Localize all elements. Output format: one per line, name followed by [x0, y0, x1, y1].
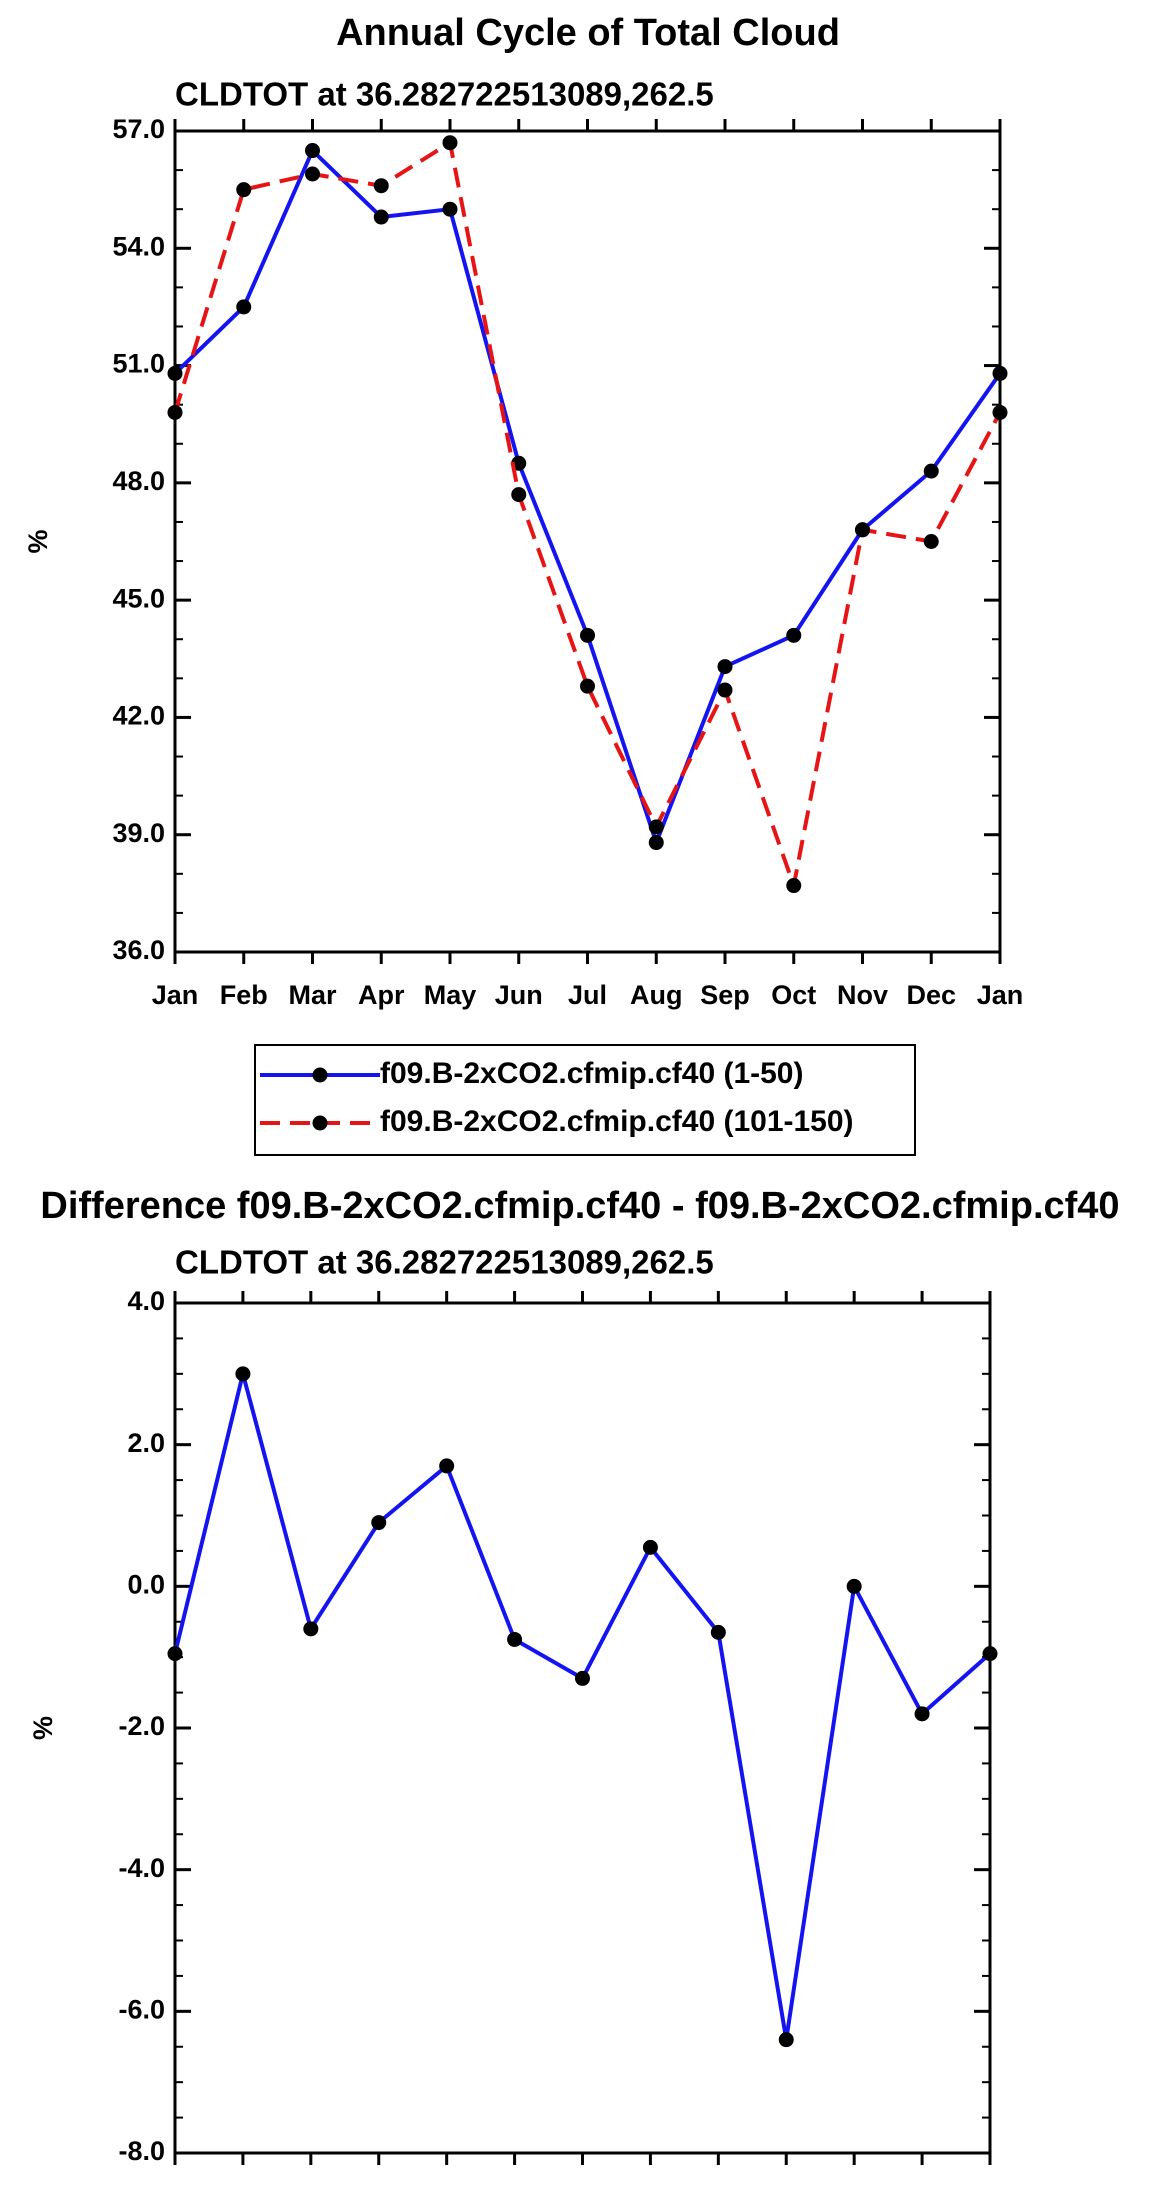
x-tick-label: Jan — [967, 2181, 1014, 2185]
series-line-1 — [173, 1371, 992, 2042]
chart-subtitle: CLDTOT at 36.282722513089,262.5 — [175, 1244, 714, 1281]
x-tick-label: Dec — [906, 980, 956, 1010]
x-tick-label: Mar — [287, 2181, 336, 2185]
chart-panel-2: Difference f09.B-2xCO2.cfmip.cf40 - f09.… — [28, 1185, 1119, 2185]
data-point — [648, 835, 664, 851]
x-tick-label: Sep — [694, 2181, 744, 2185]
data-point — [778, 2032, 794, 2048]
data-point — [992, 365, 1008, 381]
legend-label-1: f09.B-2xCO2.cfmip.cf40 (1-50) — [380, 1057, 804, 1090]
x-tick-label: Jul — [563, 2181, 602, 2185]
plot-frame — [173, 1301, 992, 2155]
data-point — [305, 166, 320, 182]
y-tick-label: 4.0 — [127, 1286, 165, 1316]
x-tick-label: May — [424, 980, 477, 1010]
x-tick-label: Jan — [977, 980, 1024, 1010]
legend: f09.B-2xCO2.cfmip.cf40 (1-50) f09.B-2xCO2… — [254, 1044, 916, 1156]
x-tick-label: Oct — [764, 2181, 809, 2185]
y-tick-label: 51.0 — [112, 349, 165, 379]
x-tick-label: Jun — [491, 2181, 539, 2185]
y-tick-label: -2.0 — [118, 1711, 165, 1741]
data-point — [992, 404, 1008, 420]
data-point — [507, 1631, 523, 1647]
chart-title: Annual Cycle of Total Cloud — [336, 12, 840, 54]
x-tick-label: Jan — [152, 980, 199, 1010]
legend-label-2: f09.B-2xCO2.cfmip.cf40 (101-150) — [380, 1105, 854, 1138]
data-point — [236, 299, 252, 315]
data-point — [371, 1515, 387, 1531]
y-tick-label: -8.0 — [118, 2136, 165, 2166]
data-point — [580, 678, 595, 694]
data-point — [717, 682, 733, 698]
y-tick-label: 2.0 — [127, 1428, 165, 1458]
y-tick-label: 54.0 — [112, 231, 165, 261]
data-point — [167, 1646, 183, 1662]
data-point — [305, 143, 320, 159]
data-point — [575, 1670, 590, 1686]
series-line-2 — [173, 140, 1002, 888]
y-tick-label: 57.0 — [112, 114, 165, 144]
x-tick-label: Feb — [220, 980, 268, 1010]
data-point — [580, 627, 595, 643]
chart-subtitle: CLDTOT at 36.282722513089,262.5 — [175, 76, 714, 113]
data-point — [786, 627, 802, 643]
x-tick-label: Feb — [219, 2181, 267, 2185]
data-point — [786, 878, 802, 894]
data-point — [642, 1539, 658, 1555]
data-point — [846, 1578, 862, 1594]
data-point — [717, 659, 733, 675]
data-point — [236, 182, 252, 198]
data-point — [439, 1458, 455, 1474]
x-tick-label: May — [420, 2181, 473, 2185]
data-point — [923, 534, 939, 549]
x-tick-label: Aug — [630, 980, 682, 1010]
data-point — [373, 178, 389, 194]
data-point — [167, 404, 183, 420]
x-tick-label: Apr — [358, 980, 405, 1010]
x-tick-label: Mar — [288, 980, 337, 1010]
plot-frame — [173, 129, 1002, 954]
x-tick-label: Jun — [495, 980, 543, 1010]
data-point — [442, 201, 458, 217]
y-tick-label: 36.0 — [112, 935, 165, 965]
legend-marker — [312, 1067, 328, 1083]
data-point — [982, 1646, 998, 1662]
data-point — [855, 522, 870, 538]
data-point — [923, 463, 939, 479]
x-tick-label: Oct — [771, 980, 816, 1010]
data-point — [710, 1624, 726, 1640]
y-tick-label: 48.0 — [112, 466, 165, 496]
y-tick-label: -6.0 — [118, 1994, 165, 2024]
chart-panel-1: Annual Cycle of Total Cloud CLDTOT at 36.… — [23, 12, 1024, 1156]
x-tick-label: Jul — [568, 980, 607, 1010]
x-tick-label: Jan — [152, 2181, 199, 2185]
x-tick-label: Nov — [829, 2181, 880, 2185]
y-tick-label: 39.0 — [112, 818, 165, 848]
data-point — [648, 819, 664, 835]
data-point — [373, 209, 389, 225]
legend-marker — [312, 1115, 328, 1131]
y-tick-label: 42.0 — [112, 701, 165, 731]
data-point — [303, 1621, 319, 1637]
x-tick-label: Nov — [837, 980, 888, 1010]
x-tick-label: Sep — [700, 980, 750, 1010]
y-axis-label: % — [23, 529, 53, 553]
y-axis-label: % — [28, 1716, 58, 1740]
data-point — [167, 365, 183, 381]
y-tick-label: 45.0 — [112, 583, 165, 613]
data-point — [914, 1706, 930, 1722]
y-tick-label: 0.0 — [127, 1569, 165, 1599]
x-tick-label: Dec — [897, 2181, 947, 2185]
data-point — [511, 487, 527, 503]
chart-title: Difference f09.B-2xCO2.cfmip.cf40 - f09.… — [40, 1185, 1119, 1227]
x-tick-label: Aug — [624, 2181, 676, 2185]
legend-box — [254, 1044, 916, 1156]
series-line-1 — [173, 148, 1002, 845]
data-point — [442, 135, 458, 151]
y-tick-label: -4.0 — [118, 1853, 165, 1883]
x-tick-label: Apr — [356, 2181, 403, 2185]
data-point — [235, 1366, 251, 1382]
